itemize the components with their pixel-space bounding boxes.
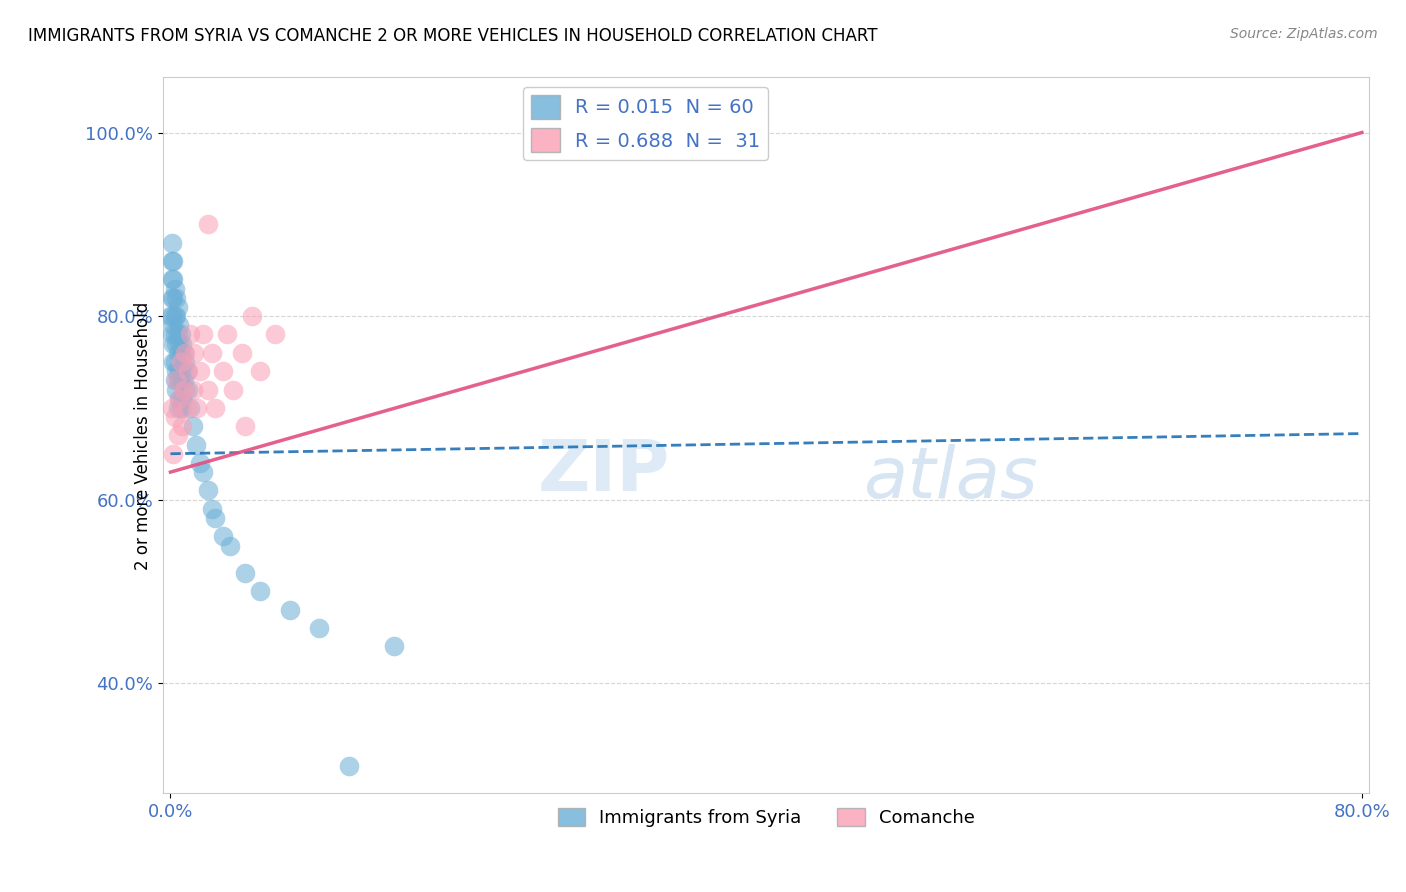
Point [186, 401, 208, 415]
Point [165, 364, 187, 378]
Text: IMMIGRANTS FROM SYRIA VS COMANCHE 2 OR MORE VEHICLES IN HOUSEHOLD CORRELATION CH: IMMIGRANTS FROM SYRIA VS COMANCHE 2 OR M… [28, 27, 877, 45]
Point [169, 336, 191, 351]
Point [231, 346, 253, 360]
Point [170, 327, 193, 342]
Point [204, 401, 226, 415]
Point [160, 309, 183, 323]
Point [172, 392, 194, 406]
Point [170, 373, 193, 387]
Point [249, 364, 271, 378]
Point [172, 336, 194, 351]
Point [197, 217, 219, 231]
Point [162, 447, 184, 461]
Point [165, 383, 187, 397]
Point [160, 291, 183, 305]
Point [169, 392, 191, 406]
Point [725, 126, 748, 140]
Text: Source: ZipAtlas.com: Source: ZipAtlas.com [1230, 27, 1378, 41]
Point [163, 355, 186, 369]
Point [167, 428, 190, 442]
Point [162, 336, 184, 351]
Point [167, 346, 190, 360]
Point [162, 254, 184, 268]
Point [173, 346, 195, 360]
Point [170, 401, 193, 415]
Point [278, 603, 301, 617]
Point [173, 383, 195, 397]
Point [193, 327, 215, 342]
Point [160, 235, 183, 250]
Point [179, 401, 201, 415]
Point [163, 410, 186, 425]
Point [163, 309, 186, 323]
Point [170, 355, 193, 369]
Point [308, 621, 330, 635]
Point [169, 318, 191, 333]
Point [162, 355, 184, 369]
Legend: Immigrants from Syria, Comanche: Immigrants from Syria, Comanche [550, 801, 981, 834]
Point [181, 419, 204, 434]
Point [167, 401, 190, 415]
Point [184, 437, 207, 451]
Y-axis label: 2 or more Vehicles in Household: 2 or more Vehicles in Household [134, 301, 152, 569]
Point [201, 346, 224, 360]
Point [172, 419, 194, 434]
Point [165, 309, 187, 323]
Point [160, 327, 183, 342]
Point [179, 327, 201, 342]
Point [188, 364, 211, 378]
Point [183, 346, 205, 360]
Point [167, 373, 190, 387]
Point [160, 272, 183, 286]
Point [382, 640, 405, 654]
Point [170, 346, 193, 360]
Point [201, 501, 224, 516]
Point [162, 291, 184, 305]
Point [165, 291, 187, 305]
Point [169, 392, 191, 406]
Point [162, 318, 184, 333]
Point [337, 759, 360, 773]
Point [233, 566, 256, 580]
Point [165, 336, 187, 351]
Point [215, 327, 238, 342]
Point [177, 364, 200, 378]
Point [193, 465, 215, 479]
Point [172, 364, 194, 378]
Point [222, 383, 245, 397]
Point [188, 456, 211, 470]
Text: atlas: atlas [863, 444, 1038, 513]
Point [173, 373, 195, 387]
Point [174, 355, 197, 369]
Point [233, 419, 256, 434]
Point [176, 364, 198, 378]
Point [174, 346, 197, 360]
Point [162, 272, 184, 286]
Point [242, 309, 264, 323]
Point [211, 364, 233, 378]
Point [159, 309, 181, 323]
Text: ZIP: ZIP [537, 437, 669, 506]
Point [163, 281, 186, 295]
Point [174, 383, 197, 397]
Point [169, 364, 191, 378]
Point [160, 401, 183, 415]
Point [197, 383, 219, 397]
Point [167, 327, 190, 342]
Point [163, 373, 186, 387]
Point [211, 529, 233, 543]
Point [163, 327, 186, 342]
Point [176, 401, 198, 415]
Point [160, 254, 183, 268]
Point [197, 483, 219, 498]
Point [181, 383, 204, 397]
Point [167, 300, 190, 314]
Point [204, 511, 226, 525]
Point [249, 584, 271, 599]
Point [219, 539, 242, 553]
Point [177, 383, 200, 397]
Point [165, 373, 187, 387]
Point [263, 327, 285, 342]
